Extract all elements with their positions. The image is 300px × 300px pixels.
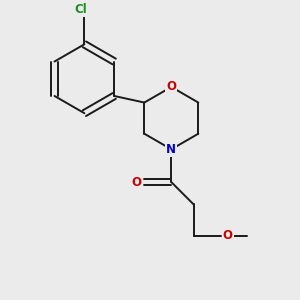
Text: O: O (223, 229, 233, 242)
Text: N: N (166, 143, 176, 156)
Text: O: O (166, 80, 176, 93)
Text: O: O (131, 176, 141, 189)
Text: Cl: Cl (75, 3, 88, 16)
